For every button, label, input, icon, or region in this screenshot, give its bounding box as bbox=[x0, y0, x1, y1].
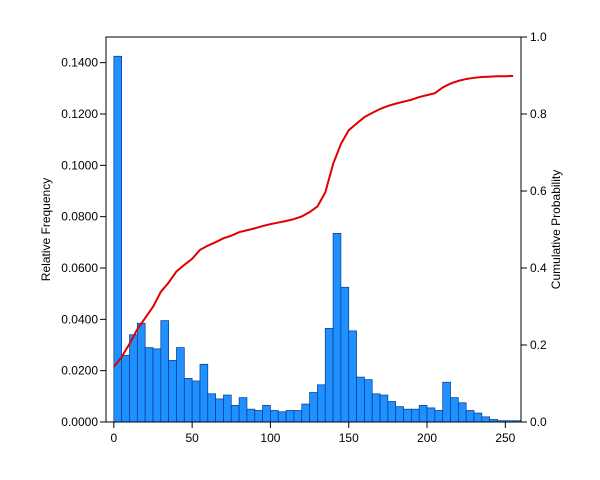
y2-tick-label: 0.8 bbox=[530, 107, 547, 121]
histogram-bar bbox=[223, 394, 232, 423]
histogram-bar bbox=[293, 410, 303, 423]
histogram-bar bbox=[348, 330, 357, 423]
histogram-bar bbox=[442, 381, 451, 423]
y2-tick-label: 1.0 bbox=[530, 30, 547, 44]
histogram-bar bbox=[199, 363, 209, 423]
y-tick-label: 0.0200 bbox=[61, 364, 98, 378]
y2-tick-label: 0.4 bbox=[530, 261, 547, 275]
histogram-bar bbox=[324, 327, 334, 423]
x-tick-label: 250 bbox=[495, 431, 515, 445]
histogram-bar bbox=[387, 401, 397, 423]
x-tick-label: 0 bbox=[110, 431, 117, 445]
histogram-bar bbox=[207, 393, 216, 423]
histogram-bars bbox=[113, 55, 522, 423]
histogram-bar bbox=[230, 404, 240, 423]
x-tick-label: 100 bbox=[260, 431, 280, 445]
histogram-bar bbox=[458, 402, 467, 423]
histogram-bar bbox=[473, 412, 483, 423]
y-tick-label: 0.0800 bbox=[61, 210, 98, 224]
y2-tick-label: 0.2 bbox=[530, 338, 547, 352]
histogram-bar bbox=[340, 286, 350, 423]
histogram-bar bbox=[403, 408, 412, 423]
y2-axis-title: Cumulative Probability bbox=[549, 170, 563, 289]
histogram-bar bbox=[168, 360, 177, 423]
histogram-bar bbox=[191, 380, 201, 423]
y-tick-label: 0.0400 bbox=[61, 312, 98, 326]
x-tick-label: 150 bbox=[339, 431, 359, 445]
histogram-bar bbox=[246, 408, 256, 423]
histogram-bar bbox=[434, 410, 444, 423]
histogram-bar bbox=[277, 411, 287, 423]
histogram-bar bbox=[356, 376, 365, 423]
histogram-bar bbox=[238, 397, 248, 423]
histogram-bar bbox=[129, 334, 138, 423]
plot-frame bbox=[105, 36, 522, 423]
histogram-bar bbox=[481, 416, 491, 423]
x-tick-label: 50 bbox=[185, 431, 199, 445]
y-tick-label: 0.1000 bbox=[61, 158, 98, 172]
histogram-bar bbox=[426, 407, 436, 423]
y2-tick-label: 0.6 bbox=[530, 184, 547, 198]
y-tick-label: 0.1200 bbox=[61, 107, 98, 121]
histogram-bar bbox=[301, 403, 310, 423]
histogram-bar bbox=[121, 354, 130, 423]
histogram-bar bbox=[215, 398, 224, 423]
y-axis-left: 0.0000 0.0200 0.0400 0.0600 0.0800 0.1000 0.12… bbox=[61, 56, 106, 429]
histogram-bar bbox=[309, 392, 318, 423]
histogram-bar bbox=[379, 394, 389, 423]
histogram-bar bbox=[113, 55, 123, 423]
histogram-bar bbox=[411, 408, 420, 423]
x-tick-label: 200 bbox=[417, 431, 437, 445]
histogram-bar bbox=[254, 410, 263, 423]
histogram-bar bbox=[418, 404, 428, 423]
histogram-bar bbox=[176, 347, 185, 423]
histogram-bar bbox=[144, 347, 154, 423]
histogram-bar bbox=[262, 404, 271, 423]
histogram-bar bbox=[371, 393, 381, 423]
histogram-bar bbox=[465, 410, 475, 423]
histogram-bar bbox=[317, 384, 326, 423]
y2-tick-label: 0.0 bbox=[530, 415, 547, 429]
histogram-bar bbox=[152, 348, 162, 423]
histogram-bar bbox=[395, 406, 404, 423]
x-axis: 0 50 100 150 200 250 bbox=[110, 422, 516, 445]
histogram-bar bbox=[285, 410, 295, 423]
y-tick-label: 0.1400 bbox=[61, 56, 98, 70]
y-tick-label: 0.0000 bbox=[61, 415, 98, 429]
histogram-bar bbox=[183, 378, 193, 423]
histogram-bar bbox=[450, 397, 459, 423]
histogram-bar bbox=[136, 322, 146, 423]
y-axis-title: Relative Frequency bbox=[39, 178, 53, 281]
y-axis-right: 0.0 0.2 0.4 0.6 0.8 1.0 bbox=[521, 30, 547, 429]
histogram-bar bbox=[160, 320, 169, 423]
cumulative-probability-line bbox=[113, 74, 514, 368]
histogram-bar bbox=[332, 233, 342, 423]
histogram-bar bbox=[364, 379, 373, 423]
y-tick-label: 0.0600 bbox=[61, 261, 98, 275]
histogram-bar bbox=[270, 410, 279, 423]
